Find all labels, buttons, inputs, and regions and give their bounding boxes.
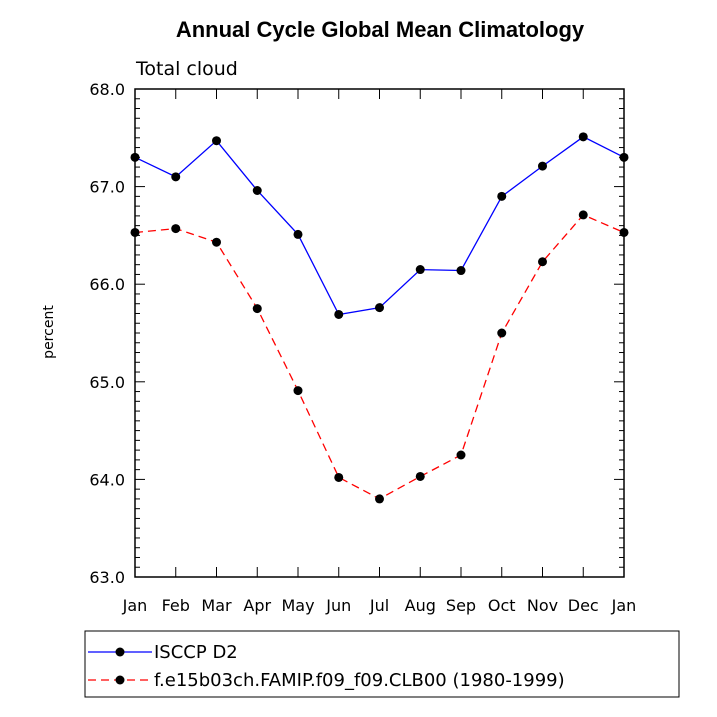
data-point (212, 136, 221, 146)
legend-marker (115, 675, 125, 685)
data-point (334, 472, 344, 482)
series-2 (130, 210, 629, 504)
data-point (130, 152, 140, 162)
data-point (375, 303, 384, 313)
data-point (578, 132, 588, 142)
data-point (456, 450, 466, 460)
data-point (171, 172, 181, 182)
axis-ticks (134, 88, 625, 578)
x-tick-label: Mar (201, 596, 232, 615)
chart-subtitle: Total cloud (135, 58, 238, 80)
x-tick-label: Jan (611, 596, 637, 615)
x-tick-label: Aug (405, 596, 436, 615)
chart-title: Annual Cycle Global Mean Climatology (176, 17, 585, 42)
data-point (619, 227, 629, 237)
data-point (293, 386, 303, 396)
x-tick-label: Jun (325, 596, 351, 615)
data-point (497, 191, 507, 201)
y-tick-label: 65.0 (89, 373, 125, 392)
x-tick-label: Dec (568, 596, 599, 615)
series-1 (130, 132, 629, 319)
y-tick-label: 64.0 (89, 470, 125, 489)
x-tick-label: May (281, 596, 314, 615)
legend: ISCCP D2 f.e15b03ch.FAMIP.f09_f09.CLB00 (… (88, 642, 565, 691)
data-point (375, 494, 384, 504)
plot-frame (134, 88, 625, 578)
x-tick-label: Jul (369, 596, 389, 615)
y-axis-label: percent (41, 305, 57, 359)
y-tick-label: 67.0 (89, 178, 125, 197)
series-layer (130, 132, 629, 504)
data-point (497, 328, 507, 338)
x-tick-labels: Jan Feb Mar Apr May Jun Jul Aug Sep Oct Nov Dec Jan (122, 596, 637, 615)
y-tick-labels: 63.0 64.0 65.0 66.0 67.0 68.0 (89, 80, 125, 587)
x-tick-label: Nov (527, 596, 558, 615)
y-tick-label: 68.0 (89, 80, 125, 99)
data-point (456, 266, 466, 276)
data-point (415, 265, 425, 275)
legend-marker (115, 647, 125, 657)
data-point (171, 224, 181, 234)
y-tick-label: 66.0 (89, 275, 125, 294)
x-tick-label: Feb (162, 596, 190, 615)
data-point (293, 229, 303, 239)
x-tick-label: Oct (488, 596, 516, 615)
data-point (538, 161, 547, 171)
legend-box (84, 630, 680, 698)
data-point (252, 186, 262, 196)
data-point (619, 152, 629, 162)
x-tick-label: Sep (446, 596, 476, 615)
y-tick-label: 63.0 (89, 568, 125, 587)
data-point (252, 304, 262, 314)
x-tick-label: Jan (122, 596, 148, 615)
data-point (130, 227, 140, 237)
legend-entry: f.e15b03ch.FAMIP.f09_f09.CLB00 (1980-199… (154, 670, 565, 691)
data-point (212, 237, 221, 247)
series-line (134, 214, 625, 500)
data-point (334, 309, 344, 319)
data-point (578, 210, 588, 220)
legend-entry: ISCCP D2 (154, 642, 238, 663)
series-line (134, 136, 625, 316)
data-point (538, 257, 547, 267)
x-tick-label: Apr (243, 596, 271, 615)
data-point (415, 471, 425, 481)
